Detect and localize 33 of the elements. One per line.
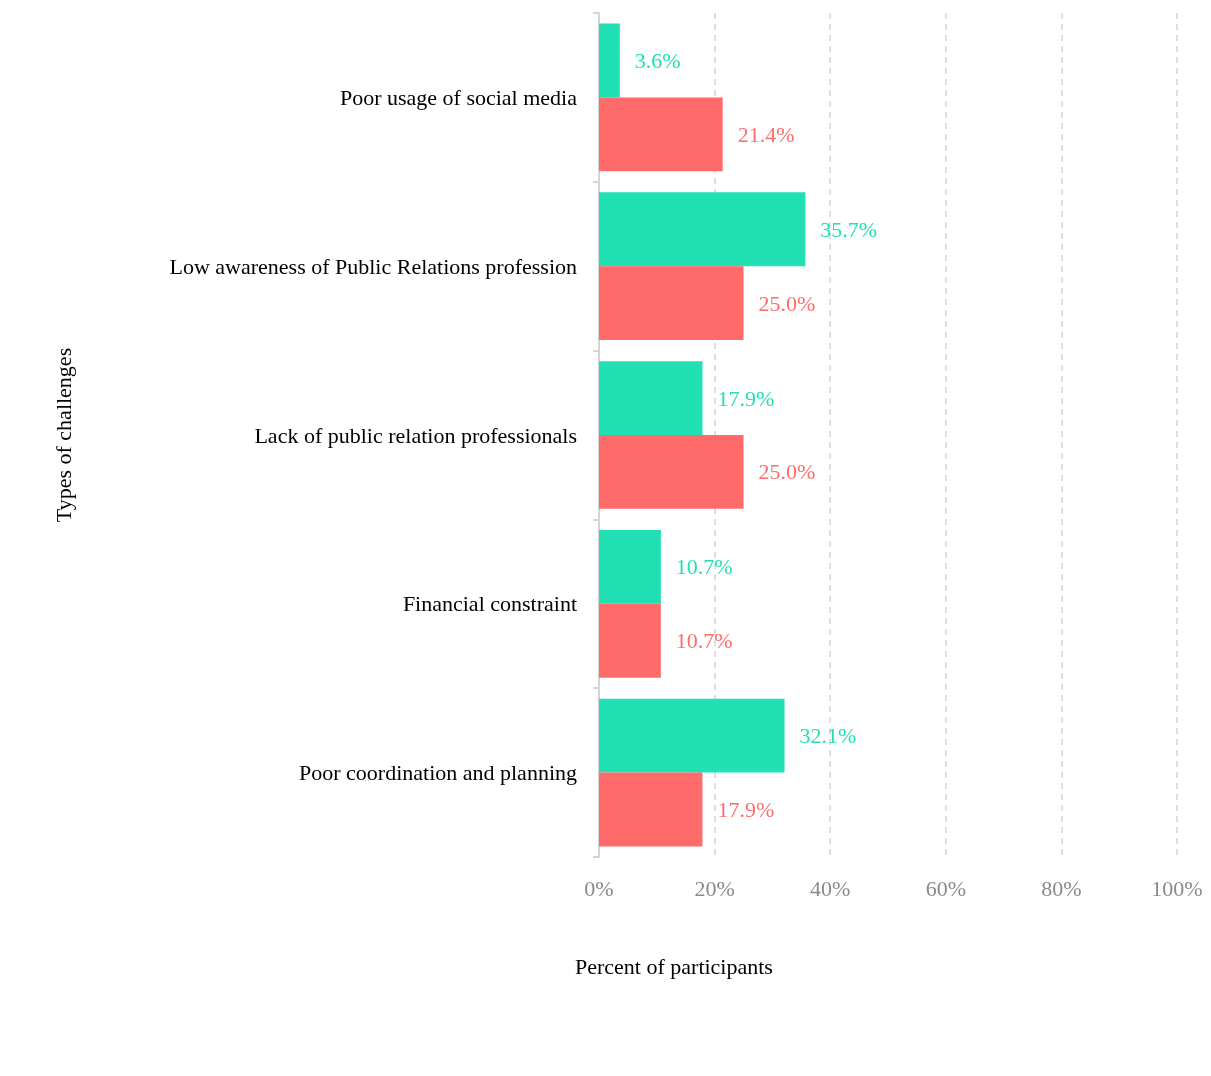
x-tick-label: 0% — [584, 875, 614, 901]
data-label: 25.0% — [758, 459, 816, 485]
bar — [599, 529, 661, 604]
bar — [599, 97, 723, 172]
bar — [599, 698, 785, 773]
data-label: 25.0% — [758, 290, 816, 316]
x-tick-label: 60% — [925, 875, 966, 901]
bar — [599, 192, 806, 267]
data-label: 32.1% — [799, 723, 857, 749]
y-tick-label: Low awareness of Public Relations profession — [169, 253, 577, 279]
data-label: 10.7% — [675, 554, 733, 580]
x-tick-label: 20% — [694, 875, 735, 901]
data-label: 35.7% — [820, 216, 878, 242]
y-tick-label: Financial constraint — [402, 591, 577, 617]
data-label: 17.9% — [717, 797, 775, 823]
data-label: 10.7% — [675, 628, 733, 654]
bar — [599, 435, 744, 509]
y-tick-label: Poor coordination and planning — [298, 760, 577, 786]
bar — [599, 23, 620, 98]
data-label: 17.9% — [717, 385, 775, 411]
bar — [599, 603, 661, 678]
bar — [599, 772, 703, 847]
x-tick-label: 80% — [1041, 875, 1082, 901]
y-axis-title: Types of challenges — [50, 347, 76, 523]
data-label: 21.4% — [737, 121, 795, 147]
y-tick-label: Poor usage of social media — [339, 84, 578, 110]
x-tick-label: 40% — [810, 875, 851, 901]
data-label: 3.6% — [634, 47, 681, 73]
x-tick-label: 100% — [1151, 875, 1203, 901]
x-axis-title: Percent of participants — [575, 953, 773, 979]
bar — [599, 361, 703, 435]
y-tick-label: Lack of public relation professionals — [254, 422, 577, 448]
bar — [599, 266, 744, 341]
